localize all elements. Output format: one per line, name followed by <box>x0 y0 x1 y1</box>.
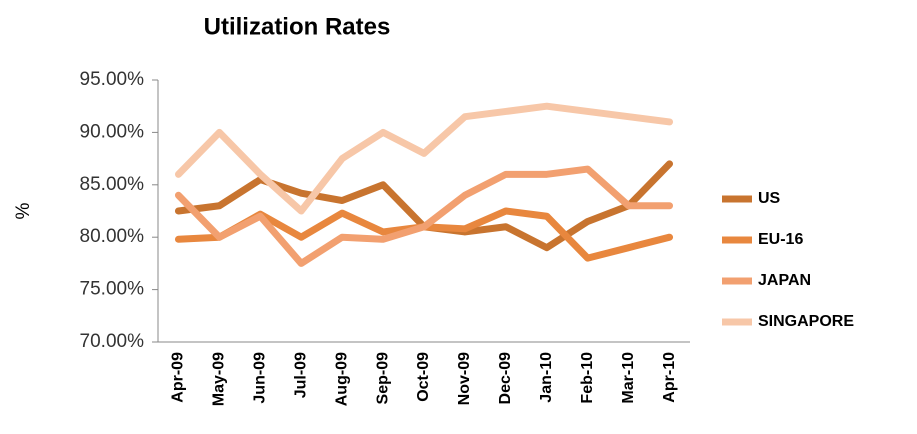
x-tick-label: Jan-10 <box>538 352 555 403</box>
x-tick-label: May-09 <box>211 352 228 406</box>
legend-label: SINGAPORE <box>758 313 854 330</box>
y-tick-label: 85.00% <box>80 174 145 195</box>
chart-title: Utilization Rates <box>204 13 391 40</box>
x-tick-label: Aug-09 <box>333 352 350 406</box>
x-tick-label: Sep-09 <box>374 352 391 405</box>
y-tick-label: 70.00% <box>80 331 145 352</box>
line-series <box>174 165 674 267</box>
x-tick-label: Oct-09 <box>415 352 432 402</box>
line-series <box>174 102 674 215</box>
legend-label: US <box>758 190 781 207</box>
y-tick-label: 80.00% <box>80 226 145 247</box>
y-tick-label: 75.00% <box>80 279 145 300</box>
y-tick-label: 90.00% <box>80 121 145 142</box>
x-tick-label: Apr-10 <box>661 352 678 403</box>
legend-label: JAPAN <box>758 272 811 289</box>
legend-label: EU-16 <box>758 231 803 248</box>
y-axis-label: % <box>13 202 34 219</box>
x-tick-label: Feb-10 <box>579 352 596 404</box>
y-tick-label: 95.00% <box>80 69 145 90</box>
x-tick-label: Apr-09 <box>170 352 187 403</box>
x-tick-label: Dec-09 <box>497 352 514 405</box>
x-tick-label: Mar-10 <box>620 352 637 404</box>
x-tick-label: Jun-09 <box>252 352 269 404</box>
x-tick-label: Jul-09 <box>292 352 309 398</box>
x-tick-label: Nov-09 <box>456 352 473 405</box>
